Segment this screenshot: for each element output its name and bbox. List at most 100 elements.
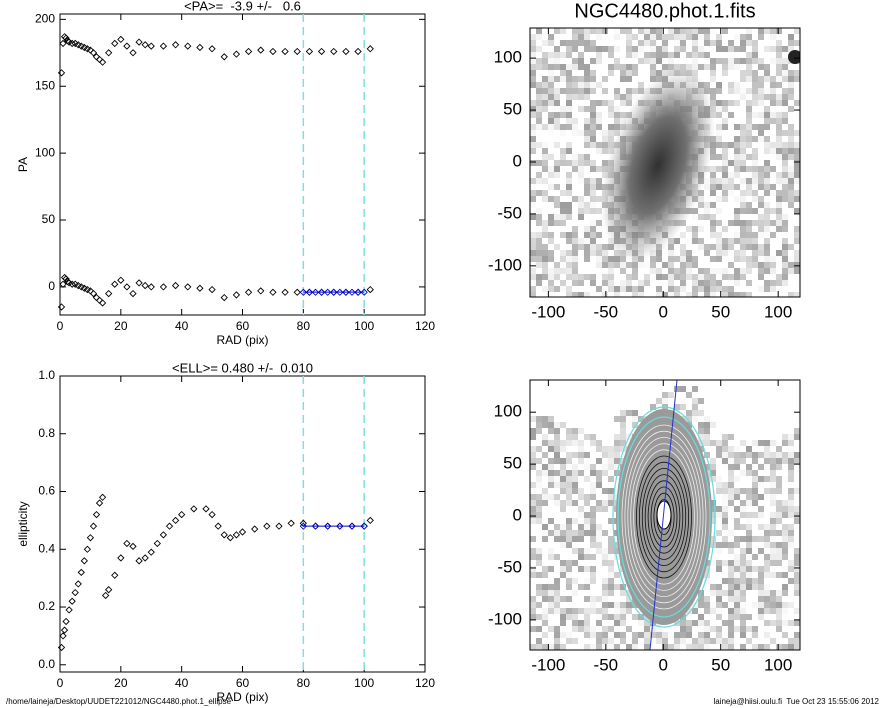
pixel xyxy=(584,34,590,40)
pixel xyxy=(746,64,752,70)
pixel xyxy=(584,548,590,554)
data-point xyxy=(366,285,374,294)
pixel xyxy=(722,244,728,250)
pixel xyxy=(602,530,608,536)
pixel xyxy=(794,76,800,82)
pixel xyxy=(794,488,800,494)
pixel xyxy=(614,46,620,52)
pixel xyxy=(764,488,770,494)
pixel xyxy=(602,446,608,452)
pixel xyxy=(770,464,776,470)
pixel xyxy=(746,190,752,196)
pixel xyxy=(740,40,746,46)
pixel xyxy=(782,142,788,148)
pixel xyxy=(758,494,764,500)
x-tick-label: -100 xyxy=(531,655,565,674)
pixel xyxy=(602,136,608,142)
pixel xyxy=(608,494,614,500)
pixel xyxy=(782,548,788,554)
pixel xyxy=(668,244,674,250)
pixel xyxy=(572,470,578,476)
pixel xyxy=(686,238,692,244)
pixel xyxy=(536,46,542,52)
pixel xyxy=(752,238,758,244)
pixel xyxy=(776,118,782,124)
pixel xyxy=(560,148,566,154)
pixel xyxy=(752,178,758,184)
pixel xyxy=(680,632,686,638)
pixel xyxy=(602,76,608,82)
data-point xyxy=(305,47,314,56)
data-point xyxy=(147,42,155,50)
pixel xyxy=(770,548,776,554)
pixel xyxy=(590,542,596,548)
pixel xyxy=(620,584,626,590)
pixel xyxy=(614,106,620,112)
pixel xyxy=(644,638,650,644)
pixel xyxy=(554,166,560,172)
pixel xyxy=(572,28,578,34)
pixel xyxy=(620,76,626,82)
pixel xyxy=(788,638,794,644)
pixel xyxy=(716,506,722,512)
pixel xyxy=(794,28,800,34)
pixel xyxy=(614,416,620,422)
pixel xyxy=(776,148,782,154)
pixel xyxy=(548,280,554,286)
pixel xyxy=(728,632,734,638)
pixel xyxy=(566,596,572,602)
pixel xyxy=(698,238,704,244)
pixel xyxy=(614,620,620,626)
pixel xyxy=(578,94,584,100)
plot-frame xyxy=(529,379,801,651)
pixel xyxy=(548,100,554,106)
contour xyxy=(644,474,684,560)
pixel xyxy=(758,136,764,142)
pixel xyxy=(686,292,692,297)
pixel xyxy=(656,274,662,280)
pixel xyxy=(566,524,572,530)
pixel xyxy=(626,262,632,268)
pixel xyxy=(770,602,776,608)
data-point xyxy=(257,46,265,54)
pixel xyxy=(734,136,740,142)
pixel xyxy=(596,184,602,190)
pixel xyxy=(746,524,752,530)
pixel xyxy=(650,34,656,40)
pixel xyxy=(566,214,572,220)
pixel xyxy=(722,542,728,548)
pixel xyxy=(608,130,614,136)
pixel xyxy=(746,584,752,590)
data-point xyxy=(196,43,204,52)
pixel xyxy=(752,94,758,100)
pixel xyxy=(548,34,554,40)
pixel xyxy=(740,226,746,232)
pixel xyxy=(794,100,800,106)
pixel xyxy=(644,34,650,40)
pixel xyxy=(584,202,590,208)
pixel xyxy=(734,268,740,274)
pixel xyxy=(710,524,716,530)
pixel xyxy=(758,602,764,608)
data-point xyxy=(68,280,76,288)
y-axis-label: PA xyxy=(16,157,30,172)
pixel xyxy=(776,548,782,554)
pixel xyxy=(596,196,602,202)
pixel xyxy=(710,638,716,644)
pixel xyxy=(758,476,764,482)
pixel xyxy=(626,274,632,280)
pixel xyxy=(722,458,728,464)
pixel xyxy=(686,28,692,34)
pixel xyxy=(764,202,770,208)
pixel xyxy=(698,202,704,208)
pixel xyxy=(740,160,746,166)
pixel xyxy=(530,64,536,70)
pixel xyxy=(578,274,584,280)
pixel xyxy=(722,154,728,160)
pixel xyxy=(536,220,542,226)
pixel xyxy=(782,590,788,596)
pixel xyxy=(668,392,674,398)
pixel xyxy=(716,112,722,118)
pixel xyxy=(554,160,560,166)
pixel xyxy=(566,100,572,106)
